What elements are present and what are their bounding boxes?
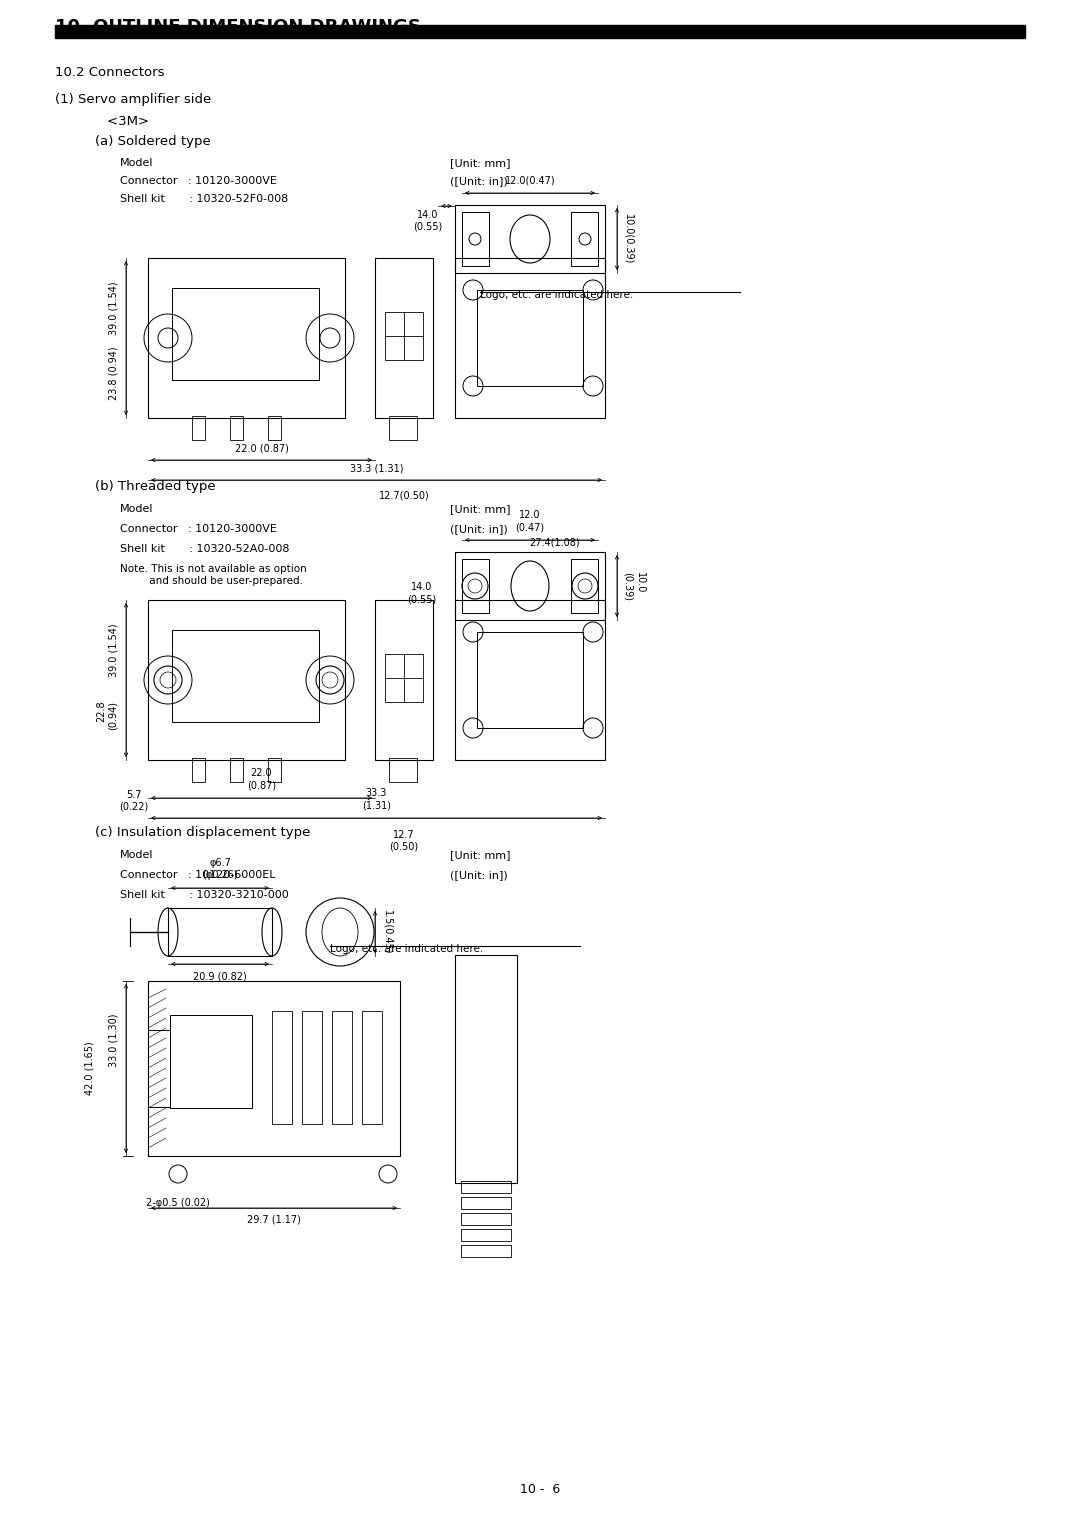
Text: (b) Threaded type: (b) Threaded type bbox=[95, 480, 216, 494]
Text: 39.0 (1.54): 39.0 (1.54) bbox=[108, 281, 118, 335]
Text: Model: Model bbox=[120, 504, 153, 513]
Text: Logo, etc. are indicated here.: Logo, etc. are indicated here. bbox=[480, 290, 633, 299]
Bar bbox=[230, 416, 243, 440]
Text: Connector   : 10120-3000VE: Connector : 10120-3000VE bbox=[120, 176, 276, 186]
Text: 10.0(0.39): 10.0(0.39) bbox=[623, 214, 633, 264]
Text: φ6.7
(φ0.26): φ6.7 (φ0.26) bbox=[202, 859, 238, 880]
Bar bbox=[384, 312, 423, 361]
Text: 10.0
(0.39): 10.0 (0.39) bbox=[623, 571, 645, 601]
Bar bbox=[362, 1012, 382, 1125]
Text: 23.8 (0.94): 23.8 (0.94) bbox=[108, 347, 118, 400]
Text: (1) Servo amplifier side: (1) Servo amplifier side bbox=[55, 93, 212, 105]
Text: 14.0: 14.0 bbox=[411, 582, 433, 591]
Bar bbox=[172, 630, 319, 723]
Text: 29.7 (1.17): 29.7 (1.17) bbox=[247, 1215, 301, 1224]
Text: (a) Soldered type: (a) Soldered type bbox=[95, 134, 211, 148]
Text: 5.7
(0.22): 5.7 (0.22) bbox=[120, 790, 149, 811]
Text: (c) Insulation displacement type: (c) Insulation displacement type bbox=[95, 827, 310, 839]
Text: 12.7(0.50): 12.7(0.50) bbox=[379, 490, 430, 500]
Text: Model: Model bbox=[120, 157, 153, 168]
Text: ([Unit: in]): ([Unit: in]) bbox=[450, 176, 508, 186]
Text: 20.9 (0.82): 20.9 (0.82) bbox=[193, 970, 247, 981]
Bar bbox=[375, 601, 433, 759]
Bar bbox=[461, 1213, 511, 1225]
Text: 14.0: 14.0 bbox=[417, 209, 438, 220]
Text: Shell kit       : 10320-52F0-008: Shell kit : 10320-52F0-008 bbox=[120, 194, 288, 205]
Text: 39.0 (1.54): 39.0 (1.54) bbox=[108, 623, 118, 677]
Text: Logo, etc. are indicated here.: Logo, etc. are indicated here. bbox=[330, 944, 483, 953]
Text: (0.55): (0.55) bbox=[407, 594, 436, 604]
Text: 1.5(0.45): 1.5(0.45) bbox=[382, 909, 392, 955]
Text: Shell kit       : 10320-3210-000: Shell kit : 10320-3210-000 bbox=[120, 889, 288, 900]
Text: <3M>: <3M> bbox=[90, 115, 149, 128]
Text: 10.2 Connectors: 10.2 Connectors bbox=[55, 66, 164, 79]
Bar bbox=[170, 1015, 252, 1108]
Bar bbox=[477, 290, 583, 387]
Text: 22.8
(0.94): 22.8 (0.94) bbox=[96, 700, 118, 729]
Bar bbox=[389, 758, 417, 782]
Bar bbox=[148, 601, 345, 759]
Text: [Unit: mm]: [Unit: mm] bbox=[450, 504, 511, 513]
Text: ([Unit: in]): ([Unit: in]) bbox=[450, 869, 508, 880]
Bar bbox=[455, 601, 605, 759]
Text: (0.55): (0.55) bbox=[414, 222, 443, 231]
Bar bbox=[302, 1012, 322, 1125]
Text: 12.0(0.47): 12.0(0.47) bbox=[504, 176, 555, 185]
Bar bbox=[192, 416, 205, 440]
Text: 33.0 (1.30): 33.0 (1.30) bbox=[108, 1013, 118, 1067]
Bar bbox=[461, 1181, 511, 1193]
Bar bbox=[230, 758, 243, 782]
Bar bbox=[462, 559, 489, 613]
Text: 12.7
(0.50): 12.7 (0.50) bbox=[390, 830, 419, 851]
Text: [Unit: mm]: [Unit: mm] bbox=[450, 157, 511, 168]
Text: 33.3
(1.31): 33.3 (1.31) bbox=[362, 788, 391, 810]
Text: Note. This is not available as option
         and should be user-prepared.: Note. This is not available as option an… bbox=[120, 564, 307, 585]
Bar bbox=[571, 559, 598, 613]
Text: 22.0 (0.87): 22.0 (0.87) bbox=[234, 443, 288, 452]
Bar bbox=[148, 258, 345, 419]
Text: Shell kit       : 10320-52A0-008: Shell kit : 10320-52A0-008 bbox=[120, 544, 289, 555]
Text: Model: Model bbox=[120, 850, 153, 860]
Text: 42.0 (1.65): 42.0 (1.65) bbox=[85, 1042, 95, 1096]
Bar bbox=[272, 1012, 292, 1125]
Bar bbox=[461, 1196, 511, 1209]
Bar bbox=[55, 24, 1025, 38]
Text: Connector   : 10120-3000VE: Connector : 10120-3000VE bbox=[120, 524, 276, 533]
Bar bbox=[461, 1245, 511, 1258]
Text: 12.0
(0.47): 12.0 (0.47) bbox=[515, 510, 544, 532]
Bar bbox=[455, 258, 605, 419]
Bar bbox=[455, 955, 517, 1183]
Bar bbox=[268, 416, 281, 440]
Text: Connector   : 10120-6000EL: Connector : 10120-6000EL bbox=[120, 869, 275, 880]
Text: 33.3 (1.31): 33.3 (1.31) bbox=[350, 463, 403, 474]
Bar bbox=[192, 758, 205, 782]
Bar bbox=[571, 212, 598, 266]
Bar bbox=[332, 1012, 352, 1125]
Bar bbox=[375, 258, 433, 419]
Text: ([Unit: in]): ([Unit: in]) bbox=[450, 524, 508, 533]
Text: 2-φ0.5 (0.02): 2-φ0.5 (0.02) bbox=[146, 1198, 210, 1209]
Bar bbox=[455, 205, 605, 274]
Bar bbox=[461, 1229, 511, 1241]
Bar bbox=[172, 287, 319, 380]
Text: 10. OUTLINE DIMENSION DRAWINGS: 10. OUTLINE DIMENSION DRAWINGS bbox=[55, 18, 421, 37]
Text: 27.4(1.08): 27.4(1.08) bbox=[529, 536, 580, 547]
Text: [Unit: mm]: [Unit: mm] bbox=[450, 850, 511, 860]
Bar bbox=[462, 212, 489, 266]
Text: 10 -  6: 10 - 6 bbox=[519, 1484, 561, 1496]
Bar bbox=[384, 654, 423, 701]
Bar bbox=[477, 633, 583, 727]
Text: 22.0
(0.87): 22.0 (0.87) bbox=[247, 769, 276, 790]
Bar bbox=[148, 981, 400, 1157]
Bar bbox=[268, 758, 281, 782]
Bar bbox=[389, 416, 417, 440]
Bar bbox=[455, 552, 605, 620]
Bar bbox=[168, 908, 272, 957]
